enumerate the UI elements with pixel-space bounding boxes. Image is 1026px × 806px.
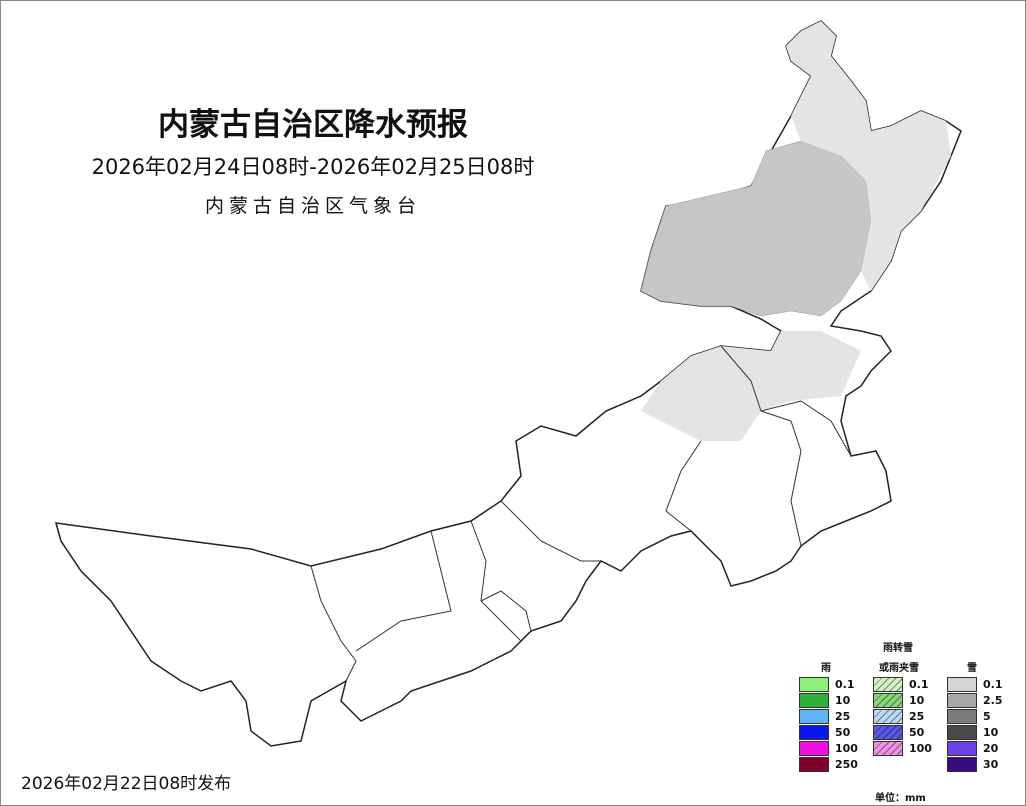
legend-swatch [873,725,903,740]
legend-unit: 单位：mm [875,793,926,804]
legend-swatch [947,677,977,692]
league-boundaries [310,345,852,682]
legend-swatch [799,757,829,772]
legend-level-label: 25 [909,710,925,723]
legend-swatch [947,693,977,708]
legend-swatch [947,741,977,756]
legend-rain-label: 雨 [821,663,831,674]
issue-time: 2026年02月22日08时发布 [21,774,232,794]
legend-swatch [799,725,829,740]
legend-swatch [947,709,977,724]
legend-swatch [799,709,829,724]
forecast-snow-area [640,140,872,317]
legend-level-label: 25 [835,710,851,723]
legend-level-label: 50 [909,726,925,739]
legend-level-label: 0.1 [983,678,1003,691]
legend-level-label: 10 [983,726,999,739]
legend-level-label: 5 [983,710,991,723]
legend-level-label: 250 [835,758,858,771]
legend-swatch [799,677,829,692]
legend-swatch [873,677,903,692]
map-title: 内蒙古自治区降水预报 [158,107,468,143]
legend-level-label: 2.5 [983,694,1003,707]
legend-swatch [873,741,903,756]
legend-level-label: 50 [835,726,851,739]
legend-swatch [873,693,903,708]
legend-snow-label: 雪 [967,663,977,674]
legend-swatch [947,725,977,740]
precipitation-legend: 雨转雪 雨 或雨夹雪 雪 0.1 10 25 50 100 250 0.1 10 25 50 100… [781,631,1025,805]
legend-swatch [947,757,977,772]
legend-level-label: 0.1 [835,678,855,691]
legend-top-label: 雨转雪 [883,643,913,654]
legend-level-label: 10 [909,694,925,707]
issuing-agency: 内蒙古自治区气象台 [204,195,421,217]
legend-swatch [799,741,829,756]
legend-swatch [873,709,903,724]
legend-swatch [799,693,829,708]
forecast-light-area-north [786,21,951,291]
legend-level-label: 0.1 [909,678,929,691]
legend-level-label: 10 [835,694,851,707]
legend-sleet-label: 或雨夹雪 [879,663,919,674]
legend-level-label: 100 [909,742,932,755]
forecast-period: 2026年02月24日08时-2026年02月25日08时 [91,155,535,179]
legend-level-label: 30 [983,758,999,771]
legend-level-label: 100 [835,742,858,755]
legend-level-label: 20 [983,742,999,755]
forecast-light-area-central [641,331,861,441]
